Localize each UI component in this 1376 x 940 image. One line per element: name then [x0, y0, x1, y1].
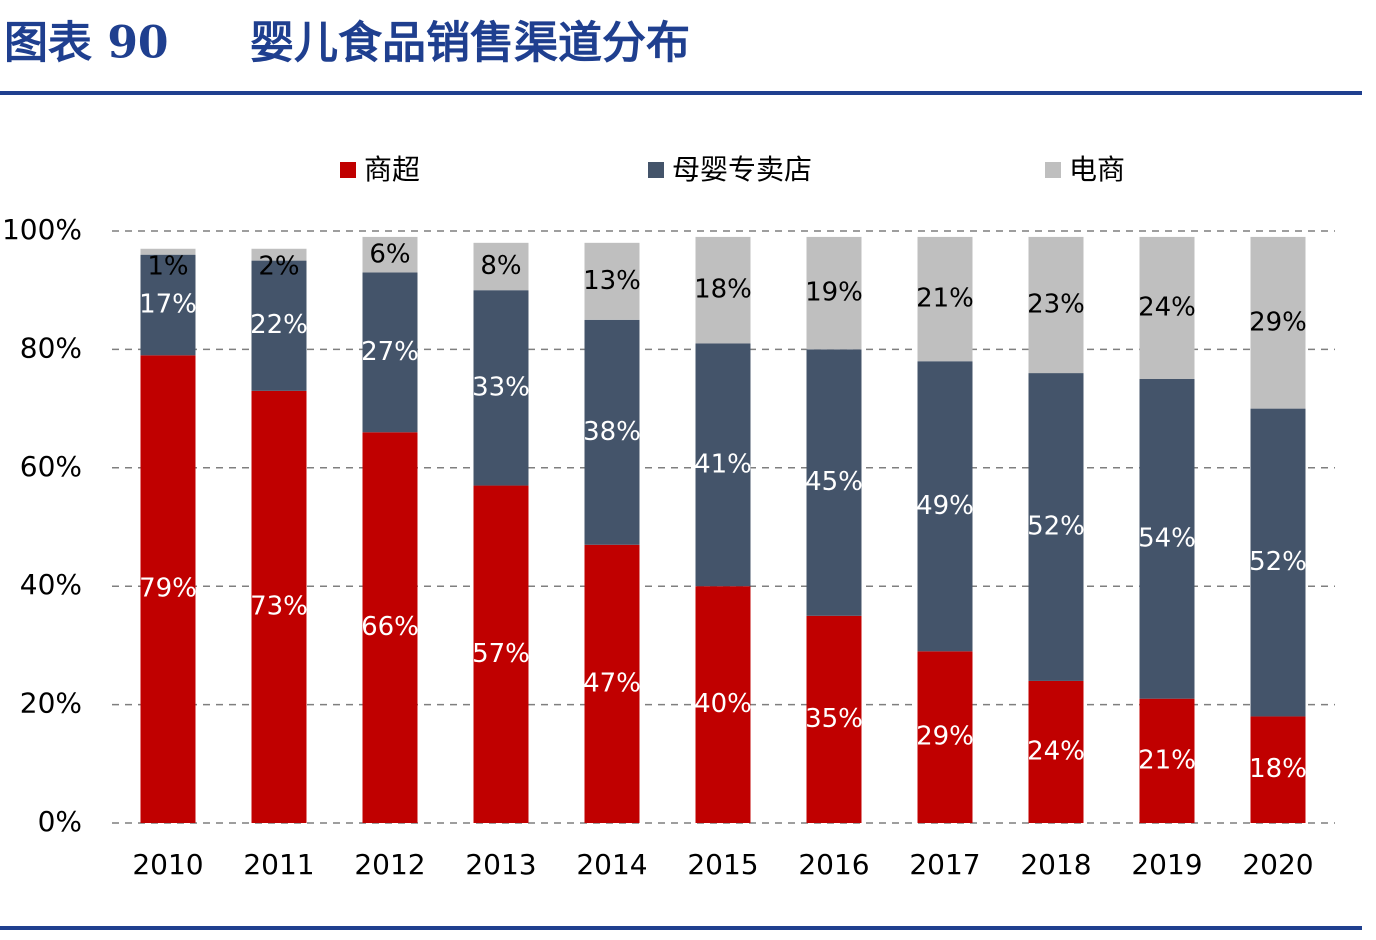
title-rule	[0, 91, 1362, 95]
bar-segment	[473, 290, 529, 486]
legend-label: 母婴专卖店	[672, 153, 812, 186]
bar-segment	[917, 651, 973, 823]
y-tick-label: 20%	[20, 687, 82, 720]
data-label: 57%	[472, 639, 530, 669]
bar-segment	[473, 242, 529, 291]
data-label: 2%	[258, 251, 299, 281]
data-label: 29%	[1249, 307, 1307, 337]
x-tick-label: 2020	[1242, 848, 1313, 881]
x-tick-label: 2013	[465, 848, 536, 881]
data-label: 73%	[250, 591, 308, 621]
data-label: 52%	[1249, 547, 1307, 577]
data-label: 21%	[1138, 745, 1196, 775]
chart-title: 婴儿食品销售渠道分布	[250, 18, 690, 69]
bar-segment	[1139, 236, 1195, 379]
bar-segment	[473, 485, 529, 823]
bar-segment	[584, 319, 640, 545]
x-tick-label: 2018	[1020, 848, 1091, 881]
data-label: 49%	[916, 491, 974, 521]
x-tick-label: 2010	[132, 848, 203, 881]
legend-label: 电商	[1069, 153, 1125, 186]
x-tick-label: 2015	[687, 848, 758, 881]
data-label: 17%	[139, 290, 197, 320]
legend-label: 商超	[364, 153, 420, 186]
data-label: 1%	[147, 251, 188, 281]
data-label: 66%	[361, 612, 419, 642]
data-label: 13%	[583, 266, 641, 296]
data-label: 54%	[1138, 523, 1196, 553]
bar-segment	[1028, 680, 1084, 823]
data-label: 47%	[583, 668, 641, 698]
data-label: 6%	[369, 239, 410, 269]
data-label: 33%	[472, 372, 530, 402]
bar-segment	[806, 236, 862, 350]
bar-segment	[1250, 408, 1306, 717]
legend-swatch	[340, 162, 356, 178]
data-label: 18%	[1249, 754, 1307, 784]
data-label: 19%	[805, 278, 863, 308]
data-label: 22%	[250, 310, 308, 340]
x-tick-label: 2014	[576, 848, 647, 881]
bar-segment	[584, 544, 640, 823]
bar-segment	[251, 390, 307, 823]
bar-segment	[1250, 236, 1306, 409]
bar-segment	[806, 615, 862, 823]
bar-segment	[1028, 373, 1084, 681]
x-tick-label: 2012	[354, 848, 425, 881]
bar-segment	[695, 236, 751, 344]
data-label: 24%	[1138, 292, 1196, 322]
legend-swatch	[1045, 162, 1061, 178]
data-label: 23%	[1027, 290, 1085, 320]
bar-segment	[1139, 379, 1195, 699]
data-label: 8%	[480, 251, 521, 281]
data-label: 52%	[1027, 512, 1085, 542]
bar-segment	[695, 343, 751, 587]
bar-segment	[917, 361, 973, 652]
bar-segment	[917, 236, 973, 362]
data-label: 79%	[139, 574, 197, 604]
bar-segment	[806, 349, 862, 616]
bar-segment	[1028, 236, 1084, 374]
data-label: 21%	[916, 284, 974, 314]
x-tick-label: 2017	[909, 848, 980, 881]
data-label: 41%	[694, 449, 752, 479]
y-tick-label: 80%	[20, 331, 82, 364]
bar-segment	[584, 242, 640, 320]
bar-segment	[140, 254, 196, 356]
data-label: 24%	[1027, 736, 1085, 766]
data-label: 35%	[805, 704, 863, 734]
data-label: 45%	[805, 467, 863, 497]
x-tick-label: 2019	[1131, 848, 1202, 881]
bar-segment	[251, 248, 307, 261]
bar-segment	[140, 248, 196, 255]
data-label: 18%	[694, 275, 752, 305]
bar-segment	[362, 272, 418, 433]
data-label: 40%	[694, 689, 752, 719]
data-label: 38%	[583, 417, 641, 447]
footer-rule	[0, 926, 1362, 930]
bar-segment	[140, 355, 196, 823]
bar-segment	[362, 432, 418, 823]
bar-segment	[1250, 716, 1306, 823]
bar-segment	[695, 586, 751, 823]
y-tick-label: 100%	[2, 213, 82, 246]
x-tick-label: 2016	[798, 848, 869, 881]
bar-segment	[251, 260, 307, 391]
legend-swatch	[648, 162, 664, 178]
bar-segment	[1139, 698, 1195, 823]
data-label: 29%	[916, 722, 974, 752]
y-tick-label: 40%	[20, 568, 82, 601]
bar-segment	[362, 236, 418, 273]
figure-label: 图表 90	[4, 18, 169, 69]
data-label: 27%	[361, 337, 419, 367]
y-tick-label: 60%	[20, 450, 82, 483]
x-tick-label: 2011	[243, 848, 314, 881]
y-tick-label: 0%	[38, 805, 82, 838]
